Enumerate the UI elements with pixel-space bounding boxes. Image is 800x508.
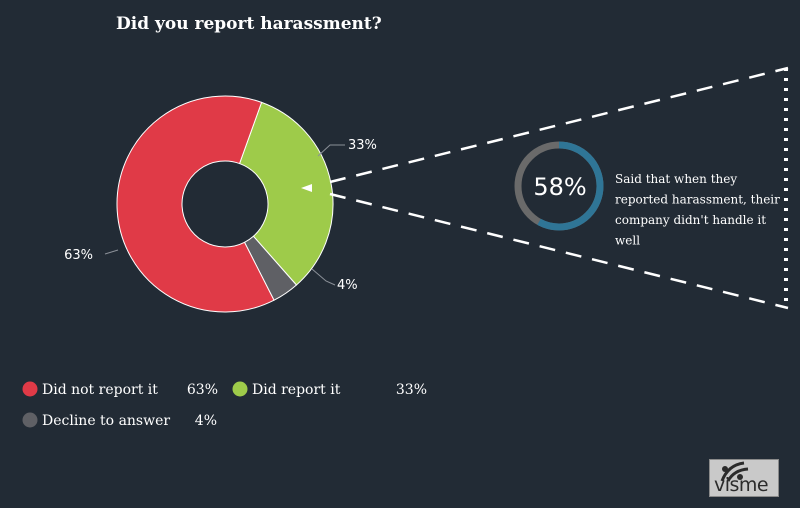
legend-swatch [22,381,38,397]
callout-text-line: reported harassment, their [615,193,780,207]
slice-value-label: 63% [64,248,93,263]
legend-value: 33% [396,382,427,398]
legend-swatch [232,381,248,397]
callout-description: Said that when they reported harassment, … [615,172,780,248]
donut-slice-did-not-report-it[interactable] [116,95,275,313]
callout-gauge [514,141,604,231]
callout-upper-dashed-line [329,66,789,184]
slice-label-leader-line [311,268,336,286]
slice-labels: 33% 4% 63% [64,138,377,293]
legend-item[interactable]: Decline to answer 4% [22,412,218,430]
donut-slice-did-report-it[interactable] [238,101,334,286]
donut-chart [116,95,334,313]
slice-value-label: 33% [348,138,377,153]
callout-gauge-fill [514,141,604,231]
chart-title: Did you report harassment? [116,14,382,34]
visme-logo-text: visme [714,474,769,496]
callout-lower-dashed-line [329,192,789,310]
slice-label-leader-line [317,144,345,157]
callout-text-line: company didn't handle it [615,213,766,227]
slice-label-leader-line [104,249,119,255]
slice-value-label: 4% [337,278,358,293]
callout-percentage: 58% [533,173,586,201]
legend: Did not report it 63% Did report it 33% Decl… [22,381,428,430]
legend-item[interactable]: Did not report it 63% [22,381,219,399]
visme-logo[interactable]: visme [709,459,779,497]
callout-pointer-arrow [301,184,312,192]
callout-connector [301,66,789,310]
visme-logo-icon [720,461,749,482]
legend-label: Did report it [252,382,341,398]
legend-item[interactable]: Did report it 33% [232,381,428,399]
legend-label: Did not report it [42,382,158,398]
callout-text-line: Said that when they [615,172,737,186]
legend-value: 63% [187,382,218,398]
callout-text-line: well [615,234,640,248]
legend-value: 4% [195,413,217,429]
legend-label: Decline to answer [42,413,170,429]
legend-swatch [22,412,38,428]
